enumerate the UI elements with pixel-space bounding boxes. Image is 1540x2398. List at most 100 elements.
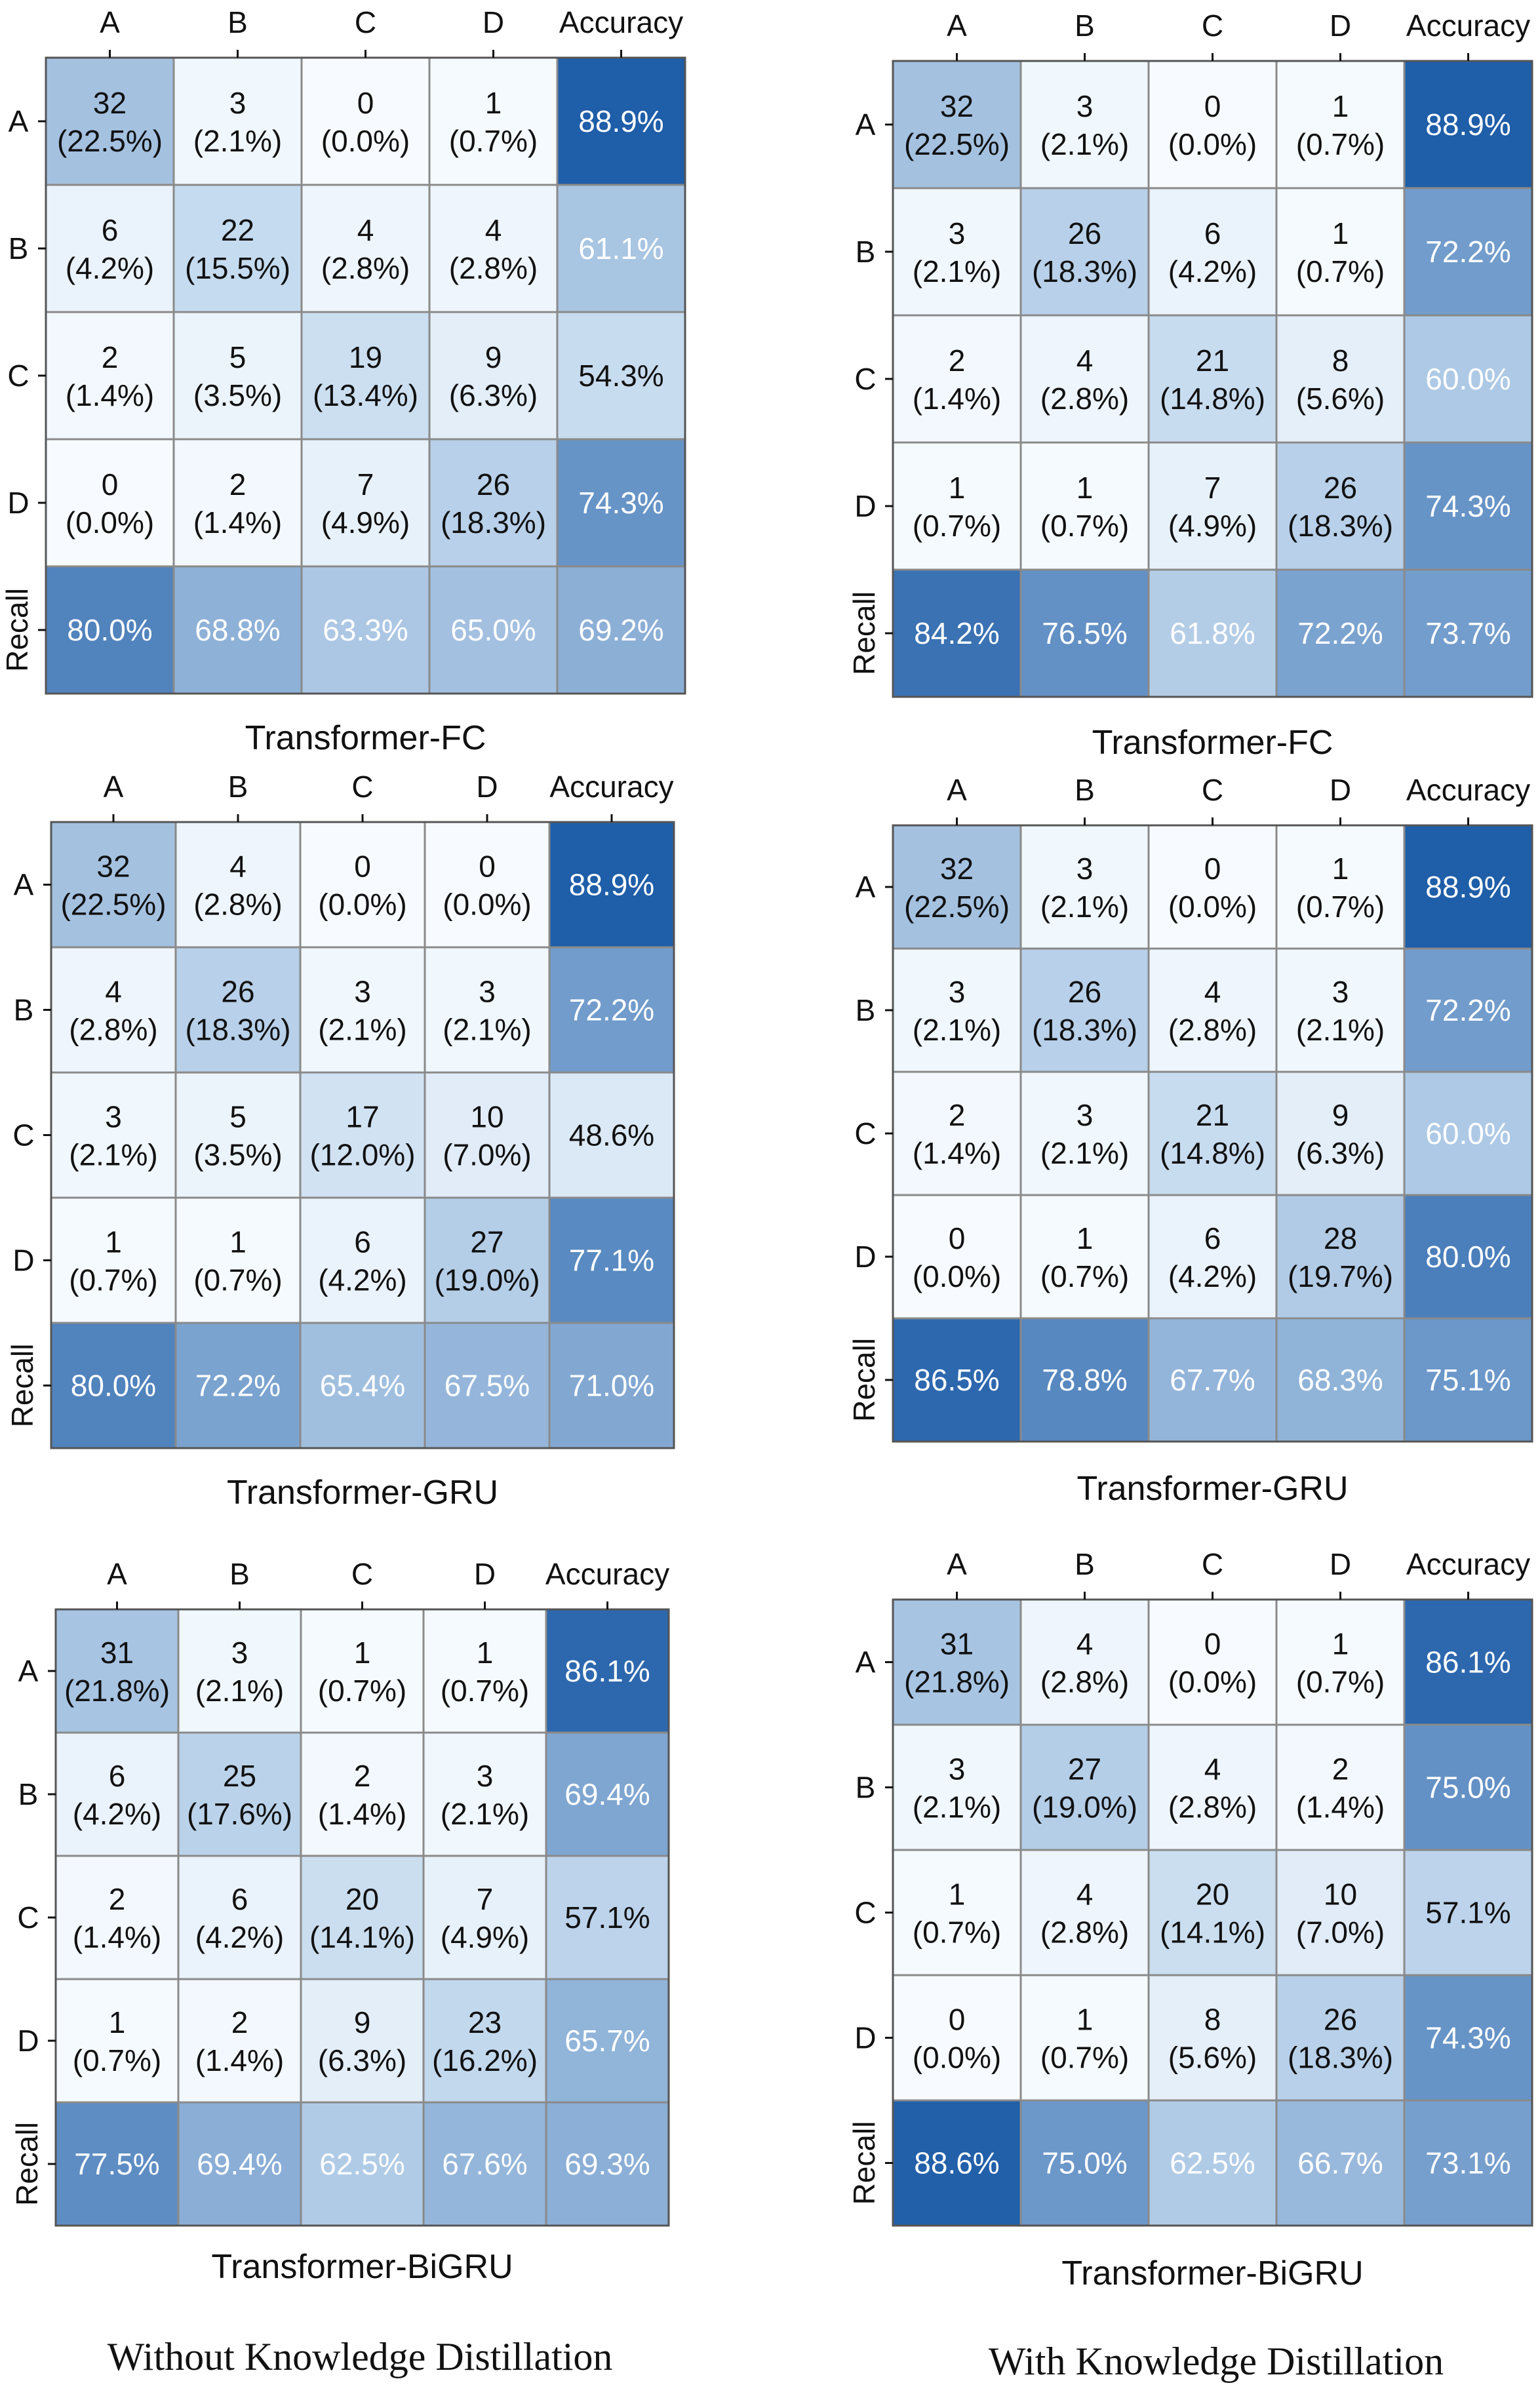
cell-percent-label: (15.5%) — [185, 251, 290, 285]
cell-percent-label: (19.7%) — [1288, 1259, 1393, 1293]
row-label: A — [14, 868, 34, 902]
cell-count-label: 2 — [949, 1098, 966, 1132]
row-label: B — [856, 1771, 876, 1805]
cell-count-label: 9 — [485, 340, 502, 374]
cell-percent-label: (0.0%) — [1168, 1665, 1257, 1699]
matrix-cell — [1147, 1194, 1278, 1320]
cell-percent-label: (2.8%) — [321, 251, 410, 285]
cell-percent-label: (7.0%) — [443, 1138, 531, 1172]
accuracy-cell — [556, 438, 686, 568]
cell-count-label: 6 — [109, 1759, 126, 1793]
matrix-cell — [1147, 1723, 1278, 1851]
cell-count-label: 1 — [354, 1636, 371, 1670]
recall-cell — [428, 565, 559, 695]
recall-value-label: 67.7% — [1170, 1363, 1255, 1397]
cell-count-label: 28 — [1324, 1221, 1357, 1255]
accuracy-cell — [1403, 441, 1533, 571]
cell-percent-label: (4.2%) — [318, 1263, 406, 1297]
cell-count-label: 3 — [477, 1759, 494, 1793]
cell-percent-label: (2.1%) — [913, 1013, 1001, 1047]
row-label: B — [14, 993, 34, 1027]
matrix-cell — [1147, 60, 1278, 189]
cell-percent-label: (1.4%) — [1296, 1790, 1385, 1824]
cell-count-label: 4 — [1076, 344, 1094, 378]
cell-count-label: 32 — [940, 852, 974, 886]
matrix-cell — [177, 1855, 302, 1980]
overall-accuracy-cell — [1403, 1317, 1533, 1443]
cell-count-label: 6 — [354, 1225, 371, 1259]
column-label: C — [351, 1557, 373, 1591]
recall-value-label: 63.3% — [323, 613, 408, 647]
recall-cell — [299, 1322, 426, 1449]
matrix-cell — [1019, 60, 1150, 189]
cell-count-label: 7 — [477, 1882, 494, 1916]
cell-count-label: 2 — [354, 1759, 371, 1793]
cell-percent-label: (1.4%) — [73, 1920, 161, 1954]
cell-count-label: 0 — [357, 86, 374, 120]
matrix-cell — [300, 311, 431, 441]
matrix-cell — [45, 311, 175, 441]
cell-percent-label: (14.1%) — [1160, 1916, 1265, 1950]
recall-value-label: 65.0% — [450, 613, 536, 647]
matrix-cell — [54, 1855, 180, 1980]
matrix-cell — [300, 1731, 425, 1857]
matrix-cell — [172, 184, 303, 313]
accuracy-value-label: 86.1% — [564, 1654, 650, 1688]
panel-title: Transformer-GRU — [1076, 1470, 1348, 1508]
matrix-cell — [1147, 314, 1278, 444]
accuracy-value-label: 48.6% — [569, 1118, 654, 1152]
matrix-cell — [174, 821, 302, 949]
cell-count-label: 1 — [1332, 216, 1349, 250]
column-label: B — [228, 770, 248, 804]
recall-cell — [300, 2101, 425, 2227]
accuracy-value-label: 88.9% — [569, 868, 654, 902]
matrix-cell — [1147, 947, 1278, 1073]
recall-value-label: 67.6% — [442, 2147, 527, 2181]
cell-count-label: 6 — [102, 213, 119, 247]
overall-accuracy-label: 69.2% — [578, 613, 663, 647]
cell-percent-label: (5.6%) — [1168, 2041, 1257, 2075]
column-label: D — [1330, 773, 1351, 807]
cell-percent-label: (0.7%) — [1296, 1665, 1385, 1699]
cell-count-label: 6 — [231, 1882, 248, 1916]
cell-percent-label: (4.2%) — [1168, 1259, 1257, 1293]
cell-percent-label: (2.8%) — [1040, 1665, 1129, 1699]
confusion-matrix-panel: 31(21.8%)3(2.1%)1(0.7%)1(0.7%)86.1%6(4.2… — [10, 1557, 670, 2286]
row-label: C — [7, 359, 29, 393]
row-label: A — [856, 1645, 876, 1680]
matrix-cell — [300, 1855, 425, 1980]
column-label: D — [474, 1557, 496, 1591]
column-label: Accuracy — [549, 770, 673, 804]
cell-percent-label: (2.1%) — [318, 1013, 406, 1047]
matrix-cell — [892, 1598, 1022, 1726]
cell-percent-label: (4.2%) — [66, 251, 154, 285]
accuracy-value-label: 80.0% — [1425, 1240, 1510, 1274]
cell-count-label: 2 — [231, 2005, 248, 2039]
column-title-with-kd: With Knowledge Distillation — [989, 2340, 1444, 2383]
panel-title: Transformer-BiGRU — [1061, 2254, 1363, 2292]
recall-value-label: 75.0% — [1042, 2146, 1127, 2180]
recall-value-label: 62.5% — [1170, 2146, 1255, 2180]
accuracy-value-label: 72.2% — [1425, 993, 1510, 1027]
recall-value-label: 68.3% — [1297, 1363, 1383, 1397]
cell-count-label: 10 — [470, 1100, 503, 1134]
cell-percent-label: (4.9%) — [1168, 509, 1257, 543]
panel-title: Transformer-BiGRU — [211, 2248, 513, 2286]
cell-percent-label: (0.7%) — [1296, 127, 1385, 161]
cell-percent-label: (18.3%) — [1032, 254, 1137, 288]
cell-count-label: 6 — [1204, 1221, 1221, 1255]
accuracy-value-label: 88.9% — [1425, 108, 1510, 142]
matrix-cell — [424, 1196, 551, 1324]
cell-percent-label: (0.7%) — [913, 509, 1001, 543]
matrix-cell — [428, 56, 559, 186]
cell-count-label: 3 — [1076, 1098, 1094, 1132]
accuracy-cell — [1403, 1598, 1533, 1726]
accuracy-value-label: 77.1% — [569, 1244, 654, 1278]
cell-count-label: 0 — [1204, 852, 1221, 886]
recall-cell — [172, 565, 303, 695]
cell-count-label: 0 — [354, 850, 371, 884]
recall-cell — [1019, 2099, 1150, 2227]
accuracy-cell — [548, 821, 675, 949]
accuracy-value-label: 86.1% — [1425, 1645, 1510, 1680]
